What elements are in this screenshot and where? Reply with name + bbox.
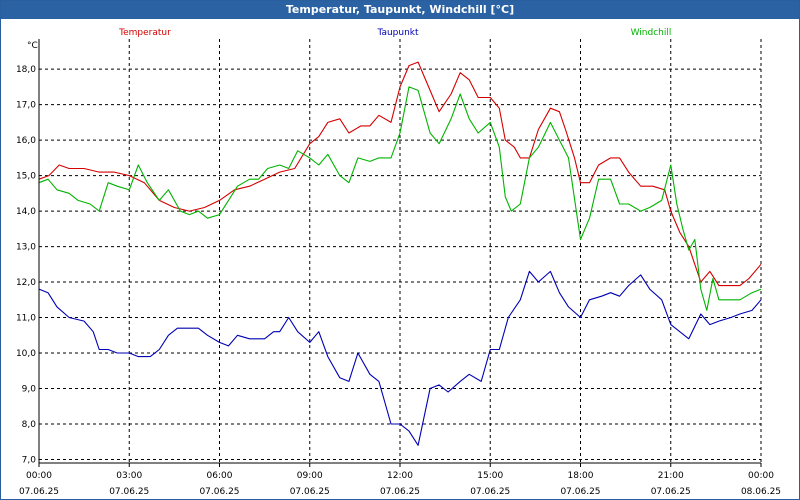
- chart-title: Temperatur, Taupunkt, Windchill [°C]: [1, 1, 799, 19]
- x-tick-time-label: 12:00: [387, 471, 413, 481]
- legend-temperatur: Temperatur: [118, 28, 171, 38]
- x-tick-date-label: 07.06.25: [290, 487, 330, 497]
- y-axis-unit-label: °C: [27, 41, 38, 51]
- grid-lines: [38, 39, 762, 463]
- x-tick-time-label: 00:00: [26, 471, 52, 481]
- y-tick-label: 18,0: [16, 65, 36, 75]
- y-tick-label: 16,0: [16, 136, 36, 146]
- x-tick-date-label: 08.06.25: [741, 487, 781, 497]
- y-tick-label: 15,0: [16, 172, 36, 182]
- x-tick-time-label: 00:00: [748, 471, 774, 481]
- series-line-temperatur: [38, 61, 762, 287]
- x-tick-date-label: 07.06.25: [380, 487, 420, 497]
- x-tick-time-label: 03:00: [116, 471, 142, 481]
- x-tick-time-label: 21:00: [658, 471, 684, 481]
- y-tick-label: 7,0: [22, 455, 37, 465]
- y-tick-label: 10,0: [16, 349, 36, 359]
- x-tick-date-label: 07.06.25: [19, 487, 59, 497]
- y-tick-label: 12,0: [16, 278, 36, 288]
- legend-taupunkt: Taupunkt: [376, 28, 419, 38]
- x-tick-date-label: 07.06.25: [560, 487, 600, 497]
- series-lines: [38, 61, 762, 446]
- x-tick-date-label: 07.06.25: [470, 487, 510, 497]
- x-tick-date-label: 07.06.25: [109, 487, 149, 497]
- x-tick-time-label: 15:00: [477, 471, 503, 481]
- series-line-windchill: [38, 86, 762, 311]
- x-tick-time-label: 09:00: [297, 471, 323, 481]
- y-tick-label: 9,0: [22, 384, 37, 394]
- y-tick-label: 13,0: [16, 243, 36, 253]
- x-tick-time-label: 18:00: [568, 471, 594, 481]
- x-tick-date-label: 07.06.25: [651, 487, 691, 497]
- y-tick-label: 17,0: [16, 101, 36, 111]
- series-line-taupunkt: [38, 270, 762, 446]
- x-tick-labels: 00:00 07.06.25 03:00 07.06.25 06:00 07.06.25 0…: [19, 463, 781, 497]
- y-tick-label: 11,0: [16, 314, 36, 324]
- legend-windchill: Windchill: [631, 28, 672, 38]
- x-tick-time-label: 06:00: [207, 471, 233, 481]
- y-tick-label: 14,0: [16, 207, 36, 217]
- y-tick-labels: 7,0 8,0 9,0 10,0 11,0 12,0 13,0 14,0 15,0 16,0 17,…: [16, 65, 36, 465]
- y-tick-label: 8,0: [22, 420, 37, 430]
- x-tick-date-label: 07.06.25: [199, 487, 239, 497]
